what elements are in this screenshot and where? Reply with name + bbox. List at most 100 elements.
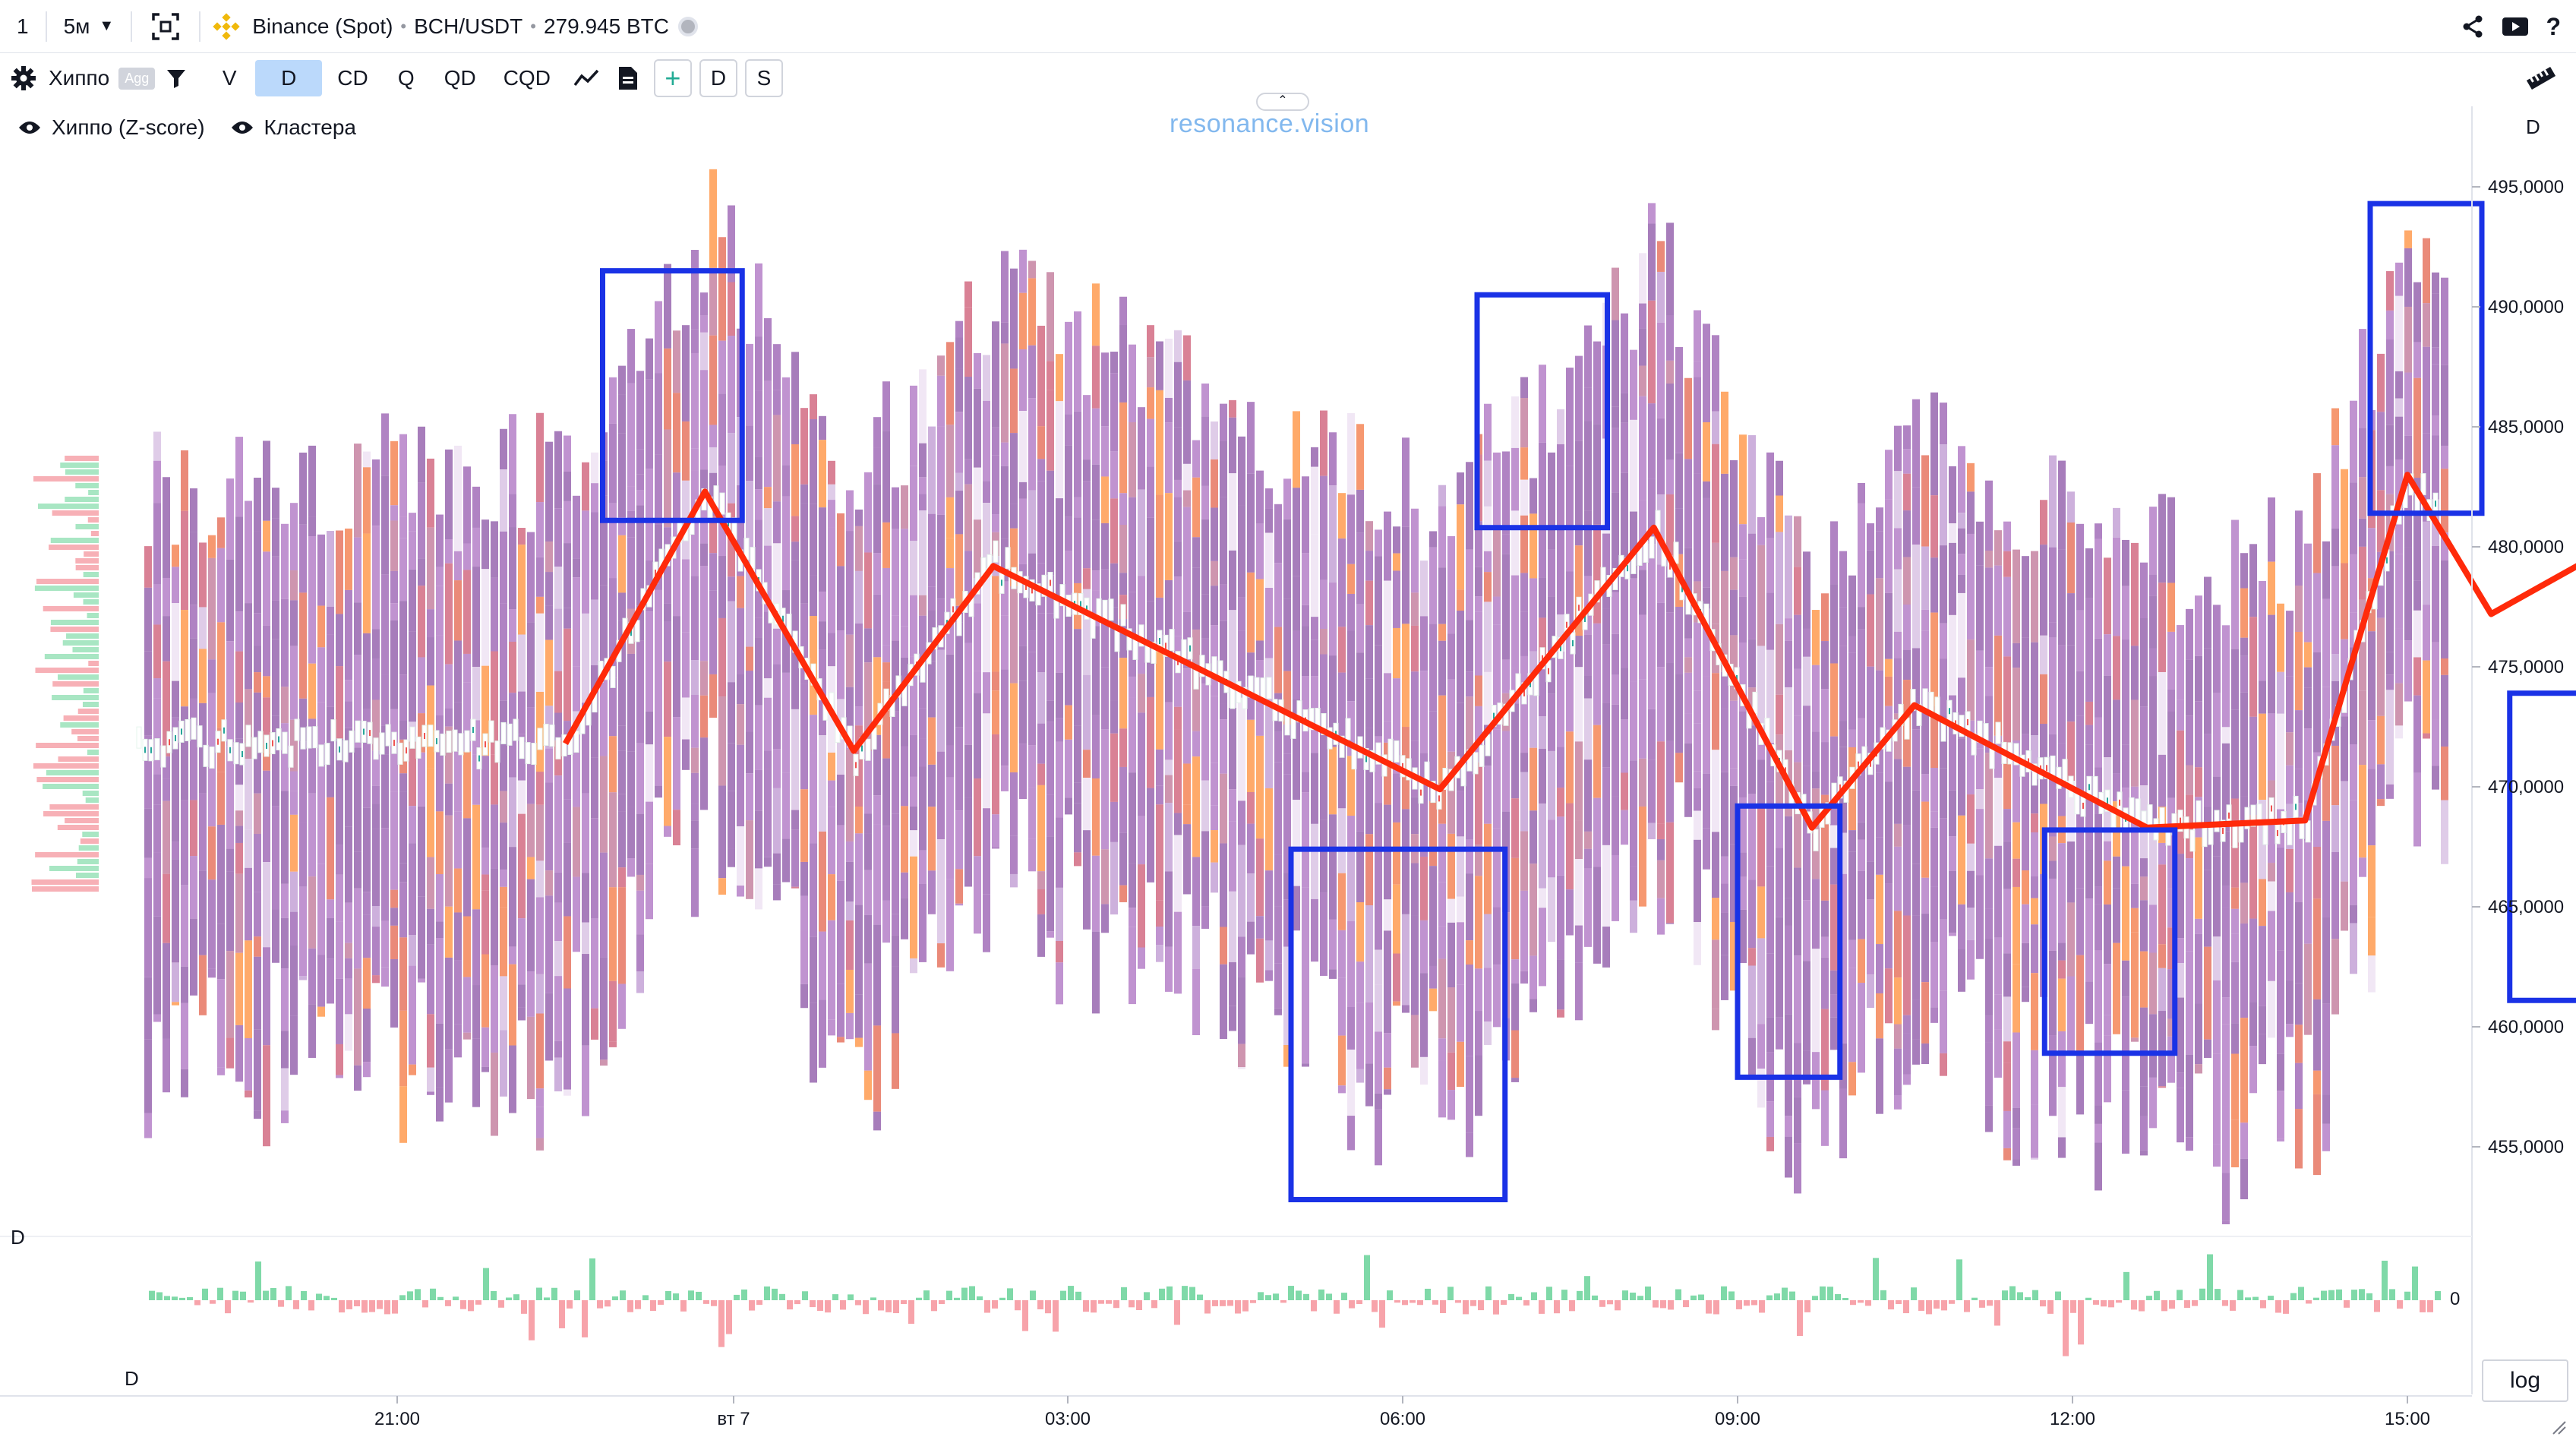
hippo-label[interactable]: Хиппо: [49, 66, 110, 90]
agg-badge[interactable]: Agg: [118, 67, 156, 90]
delta-bar-positive: [1531, 1292, 1537, 1300]
fullscreen-button[interactable]: [132, 0, 199, 53]
interval-dropdown[interactable]: 5м ▼: [47, 0, 131, 53]
indicator-button-cqd[interactable]: CQD: [503, 66, 551, 90]
delta-bar-negative: [1227, 1300, 1233, 1306]
share-icon[interactable]: [2461, 14, 2485, 39]
candle: [1321, 712, 1327, 735]
heatmap-cell: [1247, 652, 1255, 676]
video-icon[interactable]: [2502, 15, 2529, 38]
heatmap-cell: [564, 1089, 571, 1096]
heatmap-cell: [2040, 635, 2047, 674]
layout-count-button[interactable]: 1: [17, 14, 29, 38]
heatmap-cell: [946, 654, 954, 746]
heatmap-cell: [1511, 396, 1519, 448]
heatmap-cell: [399, 1010, 407, 1087]
delta-bar-negative: [2169, 1300, 2175, 1309]
heatmap-cell: [709, 472, 717, 516]
gear-icon[interactable]: [11, 65, 36, 91]
delta-bar-negative: [703, 1300, 709, 1304]
heatmap-cell: [1475, 1011, 1482, 1056]
heatmap-cell: [636, 505, 644, 606]
delta-bar-positive: [407, 1291, 413, 1300]
delta-bar-negative: [422, 1300, 428, 1308]
heatmap-cell: [1019, 349, 1027, 412]
heatmap-cell: [1566, 368, 1574, 466]
candle: [349, 730, 355, 753]
heatmap-cell: [1885, 658, 1893, 677]
heatmap-cell: [1539, 661, 1546, 717]
heatmap-cell: [1930, 1007, 1938, 1023]
ruler-icon[interactable]: [2526, 65, 2556, 91]
profile-bar: [43, 811, 99, 816]
heatmap-cell: [472, 667, 480, 721]
heatmap-cell: [1475, 845, 1482, 876]
heatmap-cell: [1338, 1035, 1346, 1086]
heatmap-cell: [846, 920, 854, 970]
heatmap-cell: [1174, 576, 1182, 636]
heatmap-cell: [1165, 759, 1173, 775]
heatmap-cell: [2085, 701, 2093, 725]
candle: [1394, 740, 1400, 763]
legend-item-clusters[interactable]: Кластера: [231, 115, 356, 140]
indicator-button-v[interactable]: V: [222, 66, 237, 90]
heatmap-cell: [1384, 930, 1391, 1034]
heatmap-cell: [481, 569, 489, 666]
indicator-button-q[interactable]: Q: [397, 66, 415, 90]
legend-item-hippo[interactable]: Хиппо (Z-score): [18, 115, 205, 140]
heatmap-cell: [2049, 637, 2057, 734]
collapse-toolbar-button[interactable]: ⌃: [1256, 93, 1309, 111]
d-toggle-button[interactable]: D: [699, 59, 737, 97]
heatmap-cell: [2012, 643, 2020, 668]
delta-bar-positive: [544, 1297, 550, 1300]
heatmap-cell: [1657, 860, 1665, 898]
heatmap-cell: [2095, 950, 2102, 1043]
delta-bar-negative: [893, 1300, 899, 1314]
heatmap-cell: [1065, 606, 1072, 706]
indicator-button-d[interactable]: D: [255, 60, 323, 96]
heatmap-cell: [1776, 532, 1783, 624]
eye-icon[interactable]: [231, 120, 254, 135]
delta-bar-negative: [1280, 1300, 1286, 1303]
heatmap-cell: [1821, 689, 1829, 743]
heatmap-cell: [1438, 1038, 1446, 1061]
indicator-button-cd[interactable]: CD: [337, 66, 368, 90]
add-indicator-button[interactable]: +: [653, 59, 692, 97]
heatmap-cell: [1411, 797, 1419, 835]
heatmap-cell: [609, 377, 617, 424]
symbol-selector[interactable]: Binance (Spot) • BCH/USDT • 279.945 BTC: [200, 0, 715, 53]
heatmap-cell: [1912, 864, 1920, 916]
heatmap-cell: [1539, 748, 1546, 804]
delta-bar-positive: [217, 1287, 223, 1300]
heatmap-cell: [1921, 774, 1929, 802]
heatmap-cell: [2012, 1032, 2020, 1108]
heatmap-cell: [2195, 701, 2202, 768]
document-icon[interactable]: [617, 65, 639, 91]
log-scale-button[interactable]: log: [2482, 1359, 2568, 1402]
heatmap-cell: [873, 924, 881, 1026]
heatmap-cell: [2076, 715, 2084, 800]
heatmap-cell: [737, 485, 744, 576]
filter-icon[interactable]: [166, 68, 187, 89]
heatmap-cell: [1028, 260, 1036, 279]
s-toggle-button[interactable]: S: [744, 59, 783, 97]
heatmap-cell: [1712, 542, 1719, 624]
resize-handle-icon[interactable]: [2550, 1419, 2567, 1435]
delta-bar-negative: [384, 1300, 390, 1315]
delta-bar-negative: [1979, 1300, 1985, 1308]
heatmap-cell: [518, 1007, 526, 1021]
heatmap-cell: [664, 826, 671, 837]
heatmap-cell: [1447, 1090, 1455, 1120]
heatmap-cell: [1393, 822, 1400, 885]
heatmap-cell: [636, 490, 644, 506]
help-icon[interactable]: ?: [2546, 12, 2561, 40]
heatmap-cell: [1174, 497, 1182, 542]
eye-icon[interactable]: [18, 120, 41, 135]
line-chart-icon[interactable]: [573, 67, 599, 90]
heatmap-cell: [1575, 962, 1583, 1021]
heatmap-cell: [1812, 665, 1820, 732]
indicator-button-qd[interactable]: QD: [444, 66, 476, 90]
delta-bar-positive: [1911, 1287, 1917, 1300]
heatmap-cell: [2304, 840, 2312, 944]
